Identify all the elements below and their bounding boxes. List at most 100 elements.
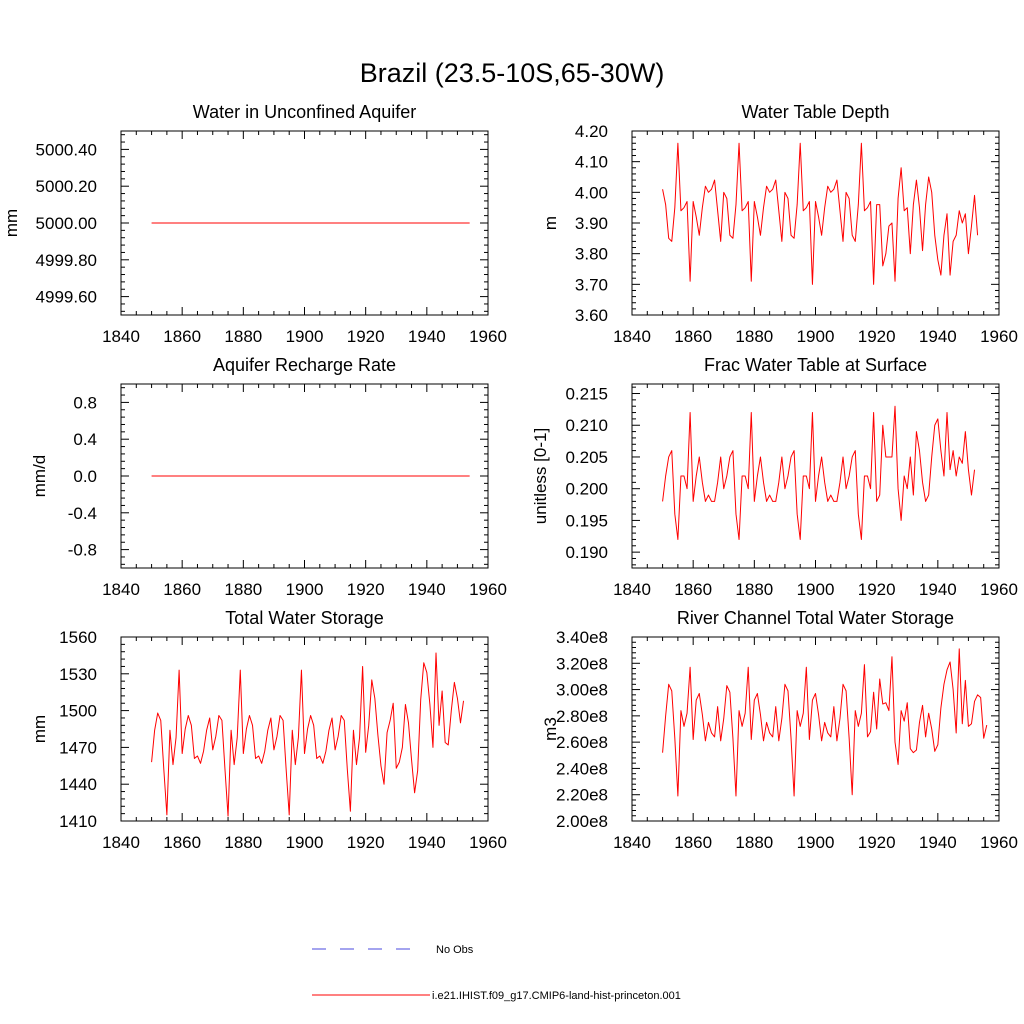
river-channel-total-water-storage-ytick-label: 2.80e8 xyxy=(556,707,608,726)
water-table-depth-xtick-label: 1960 xyxy=(980,327,1018,346)
aquifer-recharge-rate-xtick-label: 1940 xyxy=(408,580,446,599)
aquifer-recharge-rate-xtick-label: 1920 xyxy=(347,580,385,599)
panel-frac-water-table-at-surface: Frac Water Table at Surface 1840 1860 1880 1… xyxy=(531,355,1018,599)
river-channel-total-water-storage-ytick-label: 2.20e8 xyxy=(556,786,608,805)
water-table-depth-title: Water Table Depth xyxy=(741,102,889,122)
river-channel-total-water-storage-ytick-label: 2.60e8 xyxy=(556,733,608,752)
river-channel-total-water-storage-ytick-label: 3.00e8 xyxy=(556,681,608,700)
water-table-depth-ylabel: m xyxy=(541,216,560,230)
aquifer-recharge-rate-ytick-label: 0.8 xyxy=(73,393,97,412)
water-in-unconfined-aquifer-xtick-label: 1900 xyxy=(286,327,324,346)
water-in-unconfined-aquifer-ytick-label: 5000.40 xyxy=(36,140,97,159)
river-channel-total-water-storage-ytick-label: 3.40e8 xyxy=(556,628,608,647)
water-table-depth-xtick-label: 1900 xyxy=(797,327,835,346)
aquifer-recharge-rate-ytick-label: -0.8 xyxy=(68,541,97,560)
frac-water-table-at-surface-xtick-label: 1880 xyxy=(735,580,773,599)
river-channel-total-water-storage-ytick-label: 2.00e8 xyxy=(556,812,608,831)
frac-water-table-at-surface-ytick-label: 0.215 xyxy=(565,385,608,404)
water-table-depth-frame xyxy=(631,130,1000,316)
water-in-unconfined-aquifer-title: Water in Unconfined Aquifer xyxy=(193,102,416,122)
water-in-unconfined-aquifer-xtick-label: 1860 xyxy=(163,327,201,346)
total-water-storage-ytick-label: 1410 xyxy=(59,812,97,831)
river-channel-total-water-storage-xtick-label: 1900 xyxy=(797,833,835,852)
frac-water-table-at-surface-xtick-label: 1960 xyxy=(980,580,1018,599)
river-channel-total-water-storage-xtick-label: 1940 xyxy=(919,833,957,852)
frac-water-table-at-surface-series-line xyxy=(662,405,976,540)
total-water-storage-xtick-label: 1960 xyxy=(469,833,507,852)
water-in-unconfined-aquifer-ytick-label: 5000.00 xyxy=(36,214,97,233)
aquifer-recharge-rate-ytick-label: 0.4 xyxy=(73,430,97,449)
aquifer-recharge-rate-ytick-label: -0.4 xyxy=(68,504,97,523)
legend-obs-label: No Obs xyxy=(436,944,474,956)
aquifer-recharge-rate-ytick-label: 0.0 xyxy=(73,467,97,486)
frac-water-table-at-surface-xtick-label: 1940 xyxy=(919,580,957,599)
water-table-depth-xtick-label: 1840 xyxy=(613,327,651,346)
river-channel-total-water-storage-xtick-label: 1880 xyxy=(735,833,773,852)
total-water-storage-ytick-label: 1500 xyxy=(59,702,97,721)
water-in-unconfined-aquifer-ylabel: mm xyxy=(2,209,21,237)
frac-water-table-at-surface-xtick-label: 1840 xyxy=(613,580,651,599)
water-in-unconfined-aquifer-ytick-label: 4999.80 xyxy=(36,251,97,270)
frac-water-table-at-surface-ytick-label: 0.200 xyxy=(565,480,608,499)
water-table-depth-ytick-label: 4.00 xyxy=(575,183,608,202)
water-table-depth-xtick-label: 1860 xyxy=(674,327,712,346)
river-channel-total-water-storage-xtick-label: 1920 xyxy=(858,833,896,852)
panel-aquifer-recharge-rate: Aquifer Recharge Rate 1840 1860 1880 1900 192… xyxy=(30,355,507,599)
water-in-unconfined-aquifer-xtick-label: 1960 xyxy=(469,327,507,346)
water-in-unconfined-aquifer-xtick-label: 1940 xyxy=(408,327,446,346)
river-channel-total-water-storage-series-line xyxy=(662,648,988,797)
total-water-storage-ytick-label: 1530 xyxy=(59,665,97,684)
total-water-storage-ytick-label: 1440 xyxy=(59,775,97,794)
river-channel-total-water-storage-xtick-label: 1960 xyxy=(980,833,1018,852)
total-water-storage-xtick-label: 1900 xyxy=(286,833,324,852)
total-water-storage-ytick-label: 1470 xyxy=(59,738,97,757)
aquifer-recharge-rate-xtick-label: 1840 xyxy=(102,580,140,599)
aquifer-recharge-rate-xtick-label: 1880 xyxy=(224,580,262,599)
river-channel-total-water-storage-title: River Channel Total Water Storage xyxy=(677,608,954,628)
total-water-storage-series-line xyxy=(151,652,465,817)
water-in-unconfined-aquifer-ytick-label: 4999.60 xyxy=(36,288,97,307)
panel-water-table-depth: Water Table Depth 1840 1860 1880 1900 1920 194… xyxy=(541,102,1018,346)
frac-water-table-at-surface-title: Frac Water Table at Surface xyxy=(704,355,927,375)
water-table-depth-xtick-label: 1920 xyxy=(858,327,896,346)
river-channel-total-water-storage-ytick-label: 2.40e8 xyxy=(556,759,608,778)
water-table-depth-ytick-label: 3.90 xyxy=(575,214,608,233)
water-table-depth-ytick-label: 3.80 xyxy=(575,245,608,264)
frac-water-table-at-surface-ytick-label: 0.210 xyxy=(565,416,608,435)
river-channel-total-water-storage-xtick-label: 1840 xyxy=(613,833,651,852)
total-water-storage-xtick-label: 1860 xyxy=(163,833,201,852)
legend-model-label: i.e21.IHIST.f09_g17.CMIP6-land-hist-prin… xyxy=(432,990,681,1002)
frac-water-table-at-surface-xtick-label: 1900 xyxy=(797,580,835,599)
water-in-unconfined-aquifer-xtick-label: 1840 xyxy=(102,327,140,346)
total-water-storage-xtick-label: 1920 xyxy=(347,833,385,852)
aquifer-recharge-rate-ylabel: mm/d xyxy=(30,455,49,498)
water-table-depth-xtick-label: 1880 xyxy=(735,327,773,346)
frac-water-table-at-surface-xtick-label: 1920 xyxy=(858,580,896,599)
water-table-depth-ytick-label: 4.20 xyxy=(575,122,608,141)
panel-river-channel-total-water-storage: River Channel Total Water Storage 1840 186… xyxy=(541,608,1018,852)
river-channel-total-water-storage-ylabel: m3 xyxy=(541,717,560,741)
aquifer-recharge-rate-xtick-label: 1860 xyxy=(163,580,201,599)
frac-water-table-at-surface-ytick-label: 0.205 xyxy=(565,448,608,467)
water-table-depth-series-line xyxy=(662,142,979,285)
panel-water-in-unconfined-aquifer: Water in Unconfined Aquifer 1840 1860 1880 1… xyxy=(2,102,507,346)
frac-water-table-at-surface-xtick-label: 1860 xyxy=(674,580,712,599)
total-water-storage-xtick-label: 1840 xyxy=(102,833,140,852)
aquifer-recharge-rate-xtick-label: 1900 xyxy=(286,580,324,599)
total-water-storage-title: Total Water Storage xyxy=(225,608,383,628)
water-table-depth-ytick-label: 3.70 xyxy=(575,275,608,294)
water-table-depth-xtick-label: 1940 xyxy=(919,327,957,346)
aquifer-recharge-rate-xtick-label: 1960 xyxy=(469,580,507,599)
river-channel-total-water-storage-frame xyxy=(631,636,1000,822)
figure-title: Brazil (23.5-10S,65-30W) xyxy=(360,58,665,88)
legend: No Obs i.e21.IHIST.f09_g17.CMIP6-land-hi… xyxy=(312,944,681,1002)
water-in-unconfined-aquifer-ytick-label: 5000.20 xyxy=(36,177,97,196)
frac-water-table-at-surface-ylabel: unitless [0-1] xyxy=(531,428,550,524)
water-table-depth-ytick-label: 4.10 xyxy=(575,153,608,172)
total-water-storage-ylabel: mm xyxy=(30,715,49,743)
total-water-storage-xtick-label: 1940 xyxy=(408,833,446,852)
frac-water-table-at-surface-ytick-label: 0.195 xyxy=(565,511,608,530)
river-channel-total-water-storage-xtick-label: 1860 xyxy=(674,833,712,852)
frac-water-table-at-surface-ytick-label: 0.190 xyxy=(565,543,608,562)
